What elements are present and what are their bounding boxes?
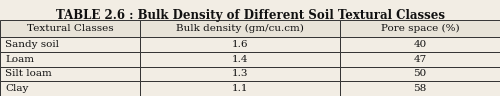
Bar: [140, 67, 340, 81]
Text: 1.4: 1.4: [232, 55, 248, 64]
Bar: [340, 20, 500, 37]
Bar: [0, 81, 140, 96]
Text: Sandy soil: Sandy soil: [5, 40, 59, 49]
Bar: [140, 20, 340, 37]
Text: Textural Classes: Textural Classes: [26, 24, 114, 33]
Text: Clay: Clay: [5, 84, 28, 93]
Text: 50: 50: [414, 69, 426, 78]
Text: Pore space (%): Pore space (%): [380, 24, 460, 33]
Bar: [0, 37, 140, 52]
Bar: [140, 81, 340, 96]
Text: 1.3: 1.3: [232, 69, 248, 78]
Text: TABLE 2.6 : Bulk Density of Different Soil Textural Classes: TABLE 2.6 : Bulk Density of Different So…: [56, 9, 444, 22]
Bar: [340, 67, 500, 81]
Text: 1.6: 1.6: [232, 40, 248, 49]
Bar: [0, 52, 140, 67]
Bar: [140, 52, 340, 67]
Bar: [340, 37, 500, 52]
Bar: [0, 67, 140, 81]
Text: 47: 47: [414, 55, 426, 64]
Bar: [340, 81, 500, 96]
Text: 1.1: 1.1: [232, 84, 248, 93]
Text: Silt loam: Silt loam: [5, 69, 52, 78]
Bar: [140, 37, 340, 52]
Text: 40: 40: [414, 40, 426, 49]
Bar: [0, 20, 140, 37]
Text: Bulk density (gm/cu.cm): Bulk density (gm/cu.cm): [176, 24, 304, 33]
Text: Loam: Loam: [5, 55, 34, 64]
Text: 58: 58: [414, 84, 426, 93]
Bar: [340, 52, 500, 67]
